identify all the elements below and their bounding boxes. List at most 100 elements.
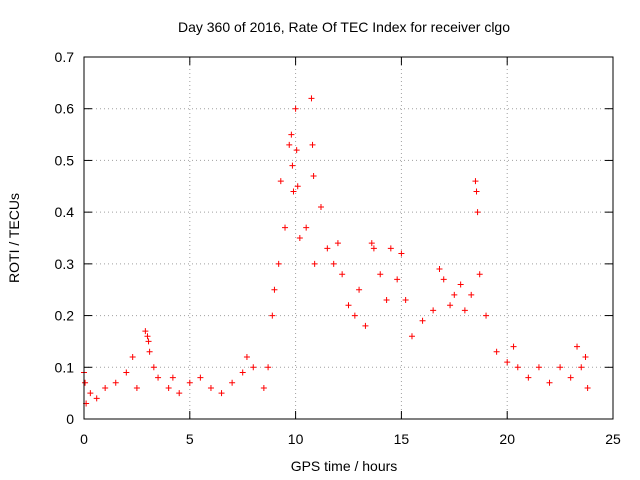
data-point (447, 302, 454, 309)
data-point (286, 141, 293, 148)
data-point (269, 312, 276, 319)
data-point (457, 281, 464, 288)
data-point (368, 240, 375, 247)
data-point (310, 172, 317, 179)
data-point (289, 162, 296, 169)
data-point (383, 297, 390, 304)
data-point (282, 224, 289, 231)
y-tick-label: 0.5 (55, 152, 75, 168)
data-point (574, 343, 581, 350)
data-point (294, 183, 301, 190)
chart-title: Day 360 of 2016, Rate Of TEC Index for r… (178, 19, 510, 35)
data-point (387, 245, 394, 252)
data-point (345, 302, 352, 309)
data-point (290, 188, 297, 195)
data-point (309, 141, 316, 148)
data-point (317, 203, 324, 210)
data-point (308, 95, 315, 102)
data-points (81, 95, 591, 407)
data-point (82, 379, 89, 386)
y-tick-label: 0.3 (55, 256, 75, 272)
y-tick-label: 0 (66, 411, 74, 427)
data-point (144, 333, 151, 340)
data-point (461, 307, 468, 314)
data-point (535, 364, 542, 371)
data-point (296, 235, 303, 241)
y-tick-label: 0.7 (55, 49, 75, 65)
data-point (165, 384, 172, 391)
x-axis-label: GPS time / hours (291, 458, 398, 474)
y-tick-label: 0.4 (55, 204, 75, 220)
data-point (419, 317, 426, 324)
data-point (334, 240, 341, 247)
data-point (584, 384, 591, 391)
data-point (351, 312, 358, 319)
data-point (402, 297, 409, 304)
data-point (169, 374, 176, 381)
data-point (176, 390, 183, 397)
data-point (197, 374, 204, 381)
data-point (87, 390, 94, 397)
data-point (207, 384, 214, 391)
data-point (472, 178, 479, 185)
data-point (339, 271, 346, 278)
data-point (510, 343, 517, 350)
data-point (265, 364, 272, 371)
x-tick-label: 0 (80, 431, 88, 447)
data-point (93, 395, 100, 402)
data-point (112, 379, 119, 386)
data-point (271, 286, 278, 293)
y-tick-label: 0.2 (55, 308, 75, 324)
data-point (155, 374, 162, 381)
data-point (582, 353, 589, 360)
data-point (229, 379, 236, 386)
data-point (292, 105, 299, 112)
plot-frame (83, 56, 614, 420)
data-point (145, 338, 152, 345)
x-tick-label: 10 (288, 431, 304, 447)
data-point (129, 353, 136, 360)
data-point (324, 245, 331, 252)
data-point (408, 333, 415, 340)
y-tick-label: 0.1 (55, 359, 75, 375)
data-point (133, 384, 140, 391)
data-point (440, 276, 447, 283)
data-point (546, 379, 553, 386)
data-point (430, 307, 437, 314)
data-point (142, 328, 149, 335)
data-point (567, 374, 574, 381)
data-point (311, 260, 318, 267)
data-point (493, 348, 500, 355)
data-point (394, 276, 401, 283)
data-point (218, 390, 225, 397)
data-point (483, 312, 490, 319)
data-point (288, 131, 295, 138)
y-tick-label: 0.6 (55, 101, 75, 117)
x-tick-label: 20 (499, 431, 515, 447)
data-point (243, 353, 250, 360)
data-point (293, 147, 300, 154)
data-point (436, 266, 443, 273)
grid (84, 57, 613, 419)
x-tick-label: 15 (394, 431, 410, 447)
data-point (186, 379, 193, 386)
data-point (398, 250, 405, 257)
x-tick-label: 5 (186, 431, 194, 447)
data-point (277, 178, 284, 185)
data-point (275, 260, 282, 267)
data-point (303, 224, 310, 231)
data-point (504, 359, 511, 366)
data-point (250, 364, 257, 371)
data-point (578, 364, 585, 371)
data-point (123, 369, 130, 376)
data-point (473, 188, 480, 195)
data-point (260, 384, 267, 391)
y-axis-label: ROTI / TECUs (6, 193, 22, 283)
data-point (150, 364, 157, 371)
x-tick-label: 25 (605, 431, 621, 447)
data-point (557, 364, 564, 371)
data-point (377, 271, 384, 278)
data-point (525, 374, 532, 381)
data-point (239, 369, 246, 376)
